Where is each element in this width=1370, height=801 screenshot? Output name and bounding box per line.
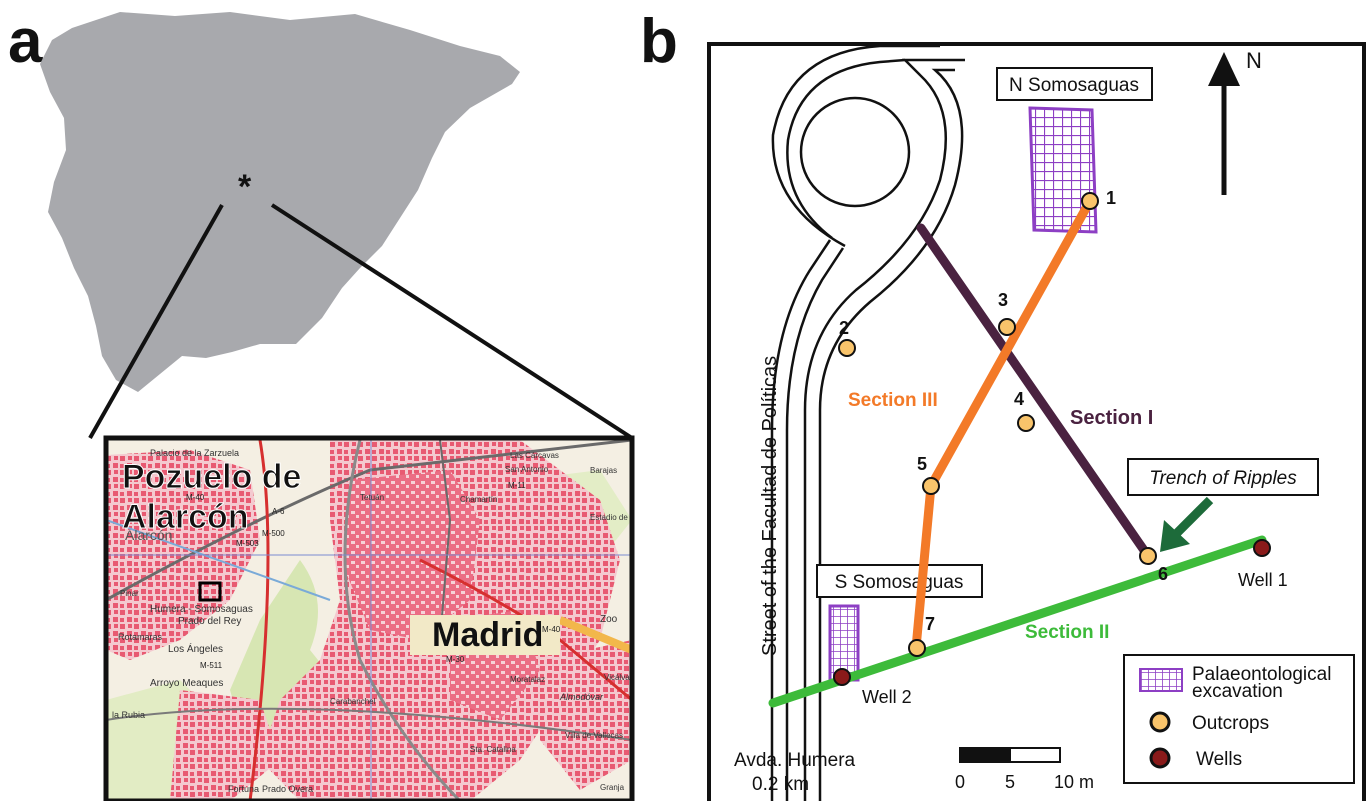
callout-line-left	[88, 204, 224, 439]
inset-label: Fortuna	[228, 784, 259, 794]
legend-label: Palaeontological	[1192, 664, 1331, 685]
road-label: M-511	[200, 661, 223, 670]
inset-label: Los Ángeles	[168, 642, 223, 655]
avda-distance: 0.2 km	[752, 774, 809, 795]
inset-label: Chamartín	[460, 495, 497, 504]
outcrop-7-label: 7	[925, 614, 935, 634]
inset-label: Moratalaz	[510, 675, 545, 684]
inset-label: Prado Overa	[262, 784, 313, 794]
outcrop-4-label: 4	[1014, 389, 1024, 409]
inset-label: Sta. Catalina	[470, 745, 516, 754]
inset-label: la Rubia	[112, 710, 145, 720]
section-ii-label: Section II	[1025, 622, 1109, 643]
inset-label: Villa de Vallecas	[565, 731, 623, 740]
site-asterisk: *	[238, 168, 252, 206]
inset-label: Barajas	[590, 466, 617, 475]
inset-label: Carabanchel	[330, 697, 376, 706]
well-2	[833, 668, 851, 686]
panel-letter-a: a	[8, 7, 43, 76]
outcrop-1-label: 1	[1106, 188, 1116, 208]
trench-arrow-icon	[1160, 496, 1214, 552]
madrid-label: Madrid	[432, 616, 543, 654]
roundabout	[799, 96, 911, 208]
outcrop-6	[1139, 547, 1157, 565]
inset-label: Palacio de la Zarzuela	[150, 448, 239, 458]
section-i-line	[916, 223, 1153, 561]
legend-well-icon	[1149, 747, 1171, 769]
well-1-label: Well 1	[1238, 570, 1288, 590]
well-1	[1253, 539, 1271, 557]
outcrop-4	[1017, 414, 1035, 432]
road-label: A-6	[272, 507, 285, 516]
section-iii-label: Section III	[848, 390, 938, 411]
inset-label: Estadio de	[590, 513, 628, 522]
inset-label: Humera - Somosaguas	[150, 604, 253, 615]
north-arrow-icon	[1208, 52, 1240, 195]
trench-label: Trench of Ripples	[1149, 468, 1297, 489]
n-somosaguas-excavation	[1028, 106, 1098, 234]
inset-label: Granja	[600, 783, 625, 792]
n-somosaguas-label: N Somosaguas	[1009, 75, 1139, 96]
inset-label: Arroyo Meaques	[150, 678, 223, 689]
road-label: M-503	[236, 539, 259, 548]
section-ii-line	[768, 535, 1267, 708]
legend-label: excavation	[1192, 681, 1283, 702]
madrid-inset-map: Palacio de la Zarzuela Las Cárcavas San …	[103, 435, 635, 801]
pozuelo-label: Pozuelo de	[122, 458, 301, 496]
scale-tick: 10 m	[1054, 772, 1094, 792]
outcrop-2-label: 2	[839, 318, 849, 338]
avda-label: Avda. Humera	[734, 750, 856, 771]
inset-label: Tetuán	[360, 493, 384, 502]
inset-label: Prado del Rey	[178, 616, 241, 627]
road-label: M-40	[542, 625, 561, 634]
legend: Palaeontological excavation Outcrops Wel…	[1123, 654, 1355, 784]
scale-bar: 0 5 10 m	[955, 747, 1094, 792]
road-label: M-30	[446, 655, 465, 664]
site-map: Street of the Facultad de Políticas N N …	[707, 42, 1366, 801]
road-outline	[770, 239, 832, 801]
north-label: N	[1246, 48, 1262, 73]
inset-label: Las Cárcavas	[510, 451, 559, 460]
legend-label: Outcrops	[1192, 713, 1269, 734]
panel-letter-b: b	[640, 7, 678, 76]
inset-label: Pinar	[120, 589, 139, 598]
legend-outcrop-icon	[1149, 711, 1171, 733]
outcrop-1	[1081, 192, 1099, 210]
outcrop-2	[838, 339, 856, 357]
inset-label: Almodóvar	[559, 692, 604, 702]
scale-tick: 5	[1005, 772, 1015, 792]
s-somosaguas-label: S Somosaguas	[835, 572, 964, 593]
outcrop-3-label: 3	[998, 290, 1008, 310]
legend-label: Wells	[1196, 749, 1242, 770]
inset-label: Rotamaras	[118, 632, 163, 642]
legend-grid-swatch	[1139, 668, 1183, 692]
callout-line-right	[270, 203, 634, 440]
outcrop-5-label: 5	[917, 454, 927, 474]
iberian-peninsula-map	[40, 12, 520, 392]
outcrop-7	[908, 639, 926, 657]
street-label: Street of the Facultad de Políticas	[759, 356, 781, 656]
road-label: M-500	[262, 529, 285, 538]
scale-tick: 0	[955, 772, 965, 792]
well-2-label: Well 2	[862, 687, 912, 707]
section-i-label: Section I	[1070, 407, 1153, 429]
outcrop-6-label: 6	[1158, 564, 1168, 584]
study-area-box	[198, 581, 222, 602]
inset-label: Alarcón	[125, 527, 172, 543]
outcrop-5	[922, 477, 940, 495]
inset-label: Zoo	[600, 614, 618, 625]
alarcon-label: Alarcón	[122, 498, 249, 536]
inset-label: San Antonio	[505, 465, 549, 474]
road-label: M-40	[186, 493, 205, 502]
outcrop-3	[998, 318, 1016, 336]
road-label: M-11	[508, 481, 526, 490]
inset-label: Vicálva	[604, 673, 630, 682]
